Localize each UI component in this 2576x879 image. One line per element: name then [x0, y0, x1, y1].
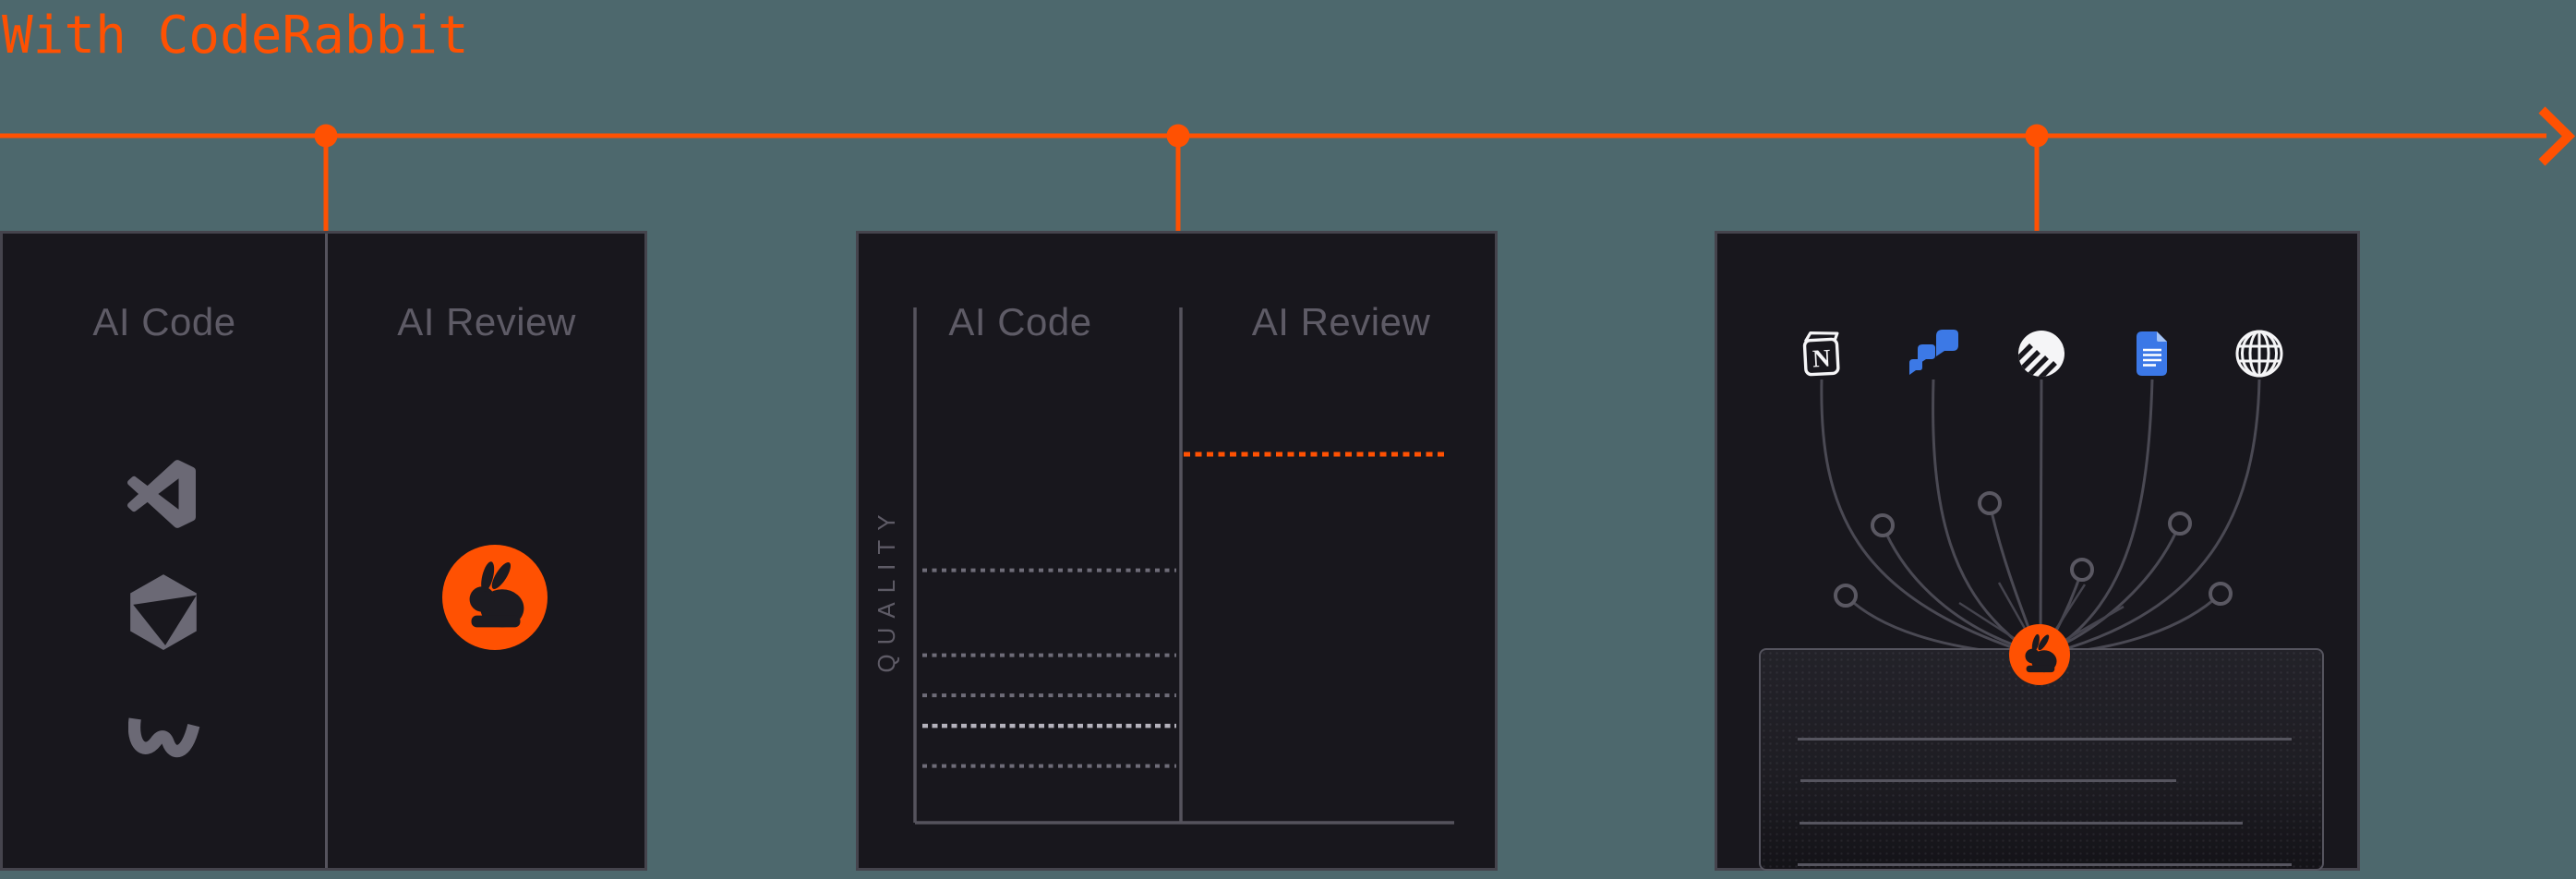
chart-right-header: AI Review	[1251, 300, 1431, 343]
page-title: With CodeRabbit	[2, 6, 469, 66]
arrow-right-icon	[2538, 106, 2576, 166]
jira-icon	[1909, 330, 1958, 375]
coderabbit-logo-icon	[442, 545, 548, 650]
notion-icon: N	[1802, 331, 1840, 377]
timeline-dot	[314, 124, 338, 148]
doc-text-line	[1800, 822, 2243, 825]
panel-divider	[325, 234, 328, 868]
linear-icon	[2018, 331, 2064, 377]
doc-text-line	[1798, 863, 2292, 866]
timeline-dot	[1166, 124, 1190, 148]
doc-text-line	[1798, 738, 2292, 741]
chart-left-header: AI Code	[948, 300, 1092, 343]
coderabbit-logo-icon	[2009, 624, 2070, 685]
cursor-icon	[130, 574, 197, 650]
vscode-icon	[127, 460, 196, 528]
windsurf-icon	[128, 717, 200, 758]
editors-right-header: AI Review	[397, 300, 576, 343]
panel-context-sources: N	[1715, 231, 2360, 871]
node-rings	[1834, 491, 2233, 608]
svg-text:N: N	[1812, 344, 1832, 373]
panel-ai-editors: AI Code AI Review	[0, 231, 647, 871]
document-preview	[1759, 648, 2324, 871]
editors-left-header: AI Code	[92, 300, 236, 343]
panel-quality-chart: AI Code AI Review QUALITY	[856, 231, 1498, 871]
doc-text-line	[1800, 779, 2176, 782]
google-docs-icon	[2137, 331, 2167, 376]
timeline-dot	[2025, 124, 2049, 148]
web-globe-icon	[2235, 330, 2283, 378]
quality-chart	[913, 307, 1454, 825]
